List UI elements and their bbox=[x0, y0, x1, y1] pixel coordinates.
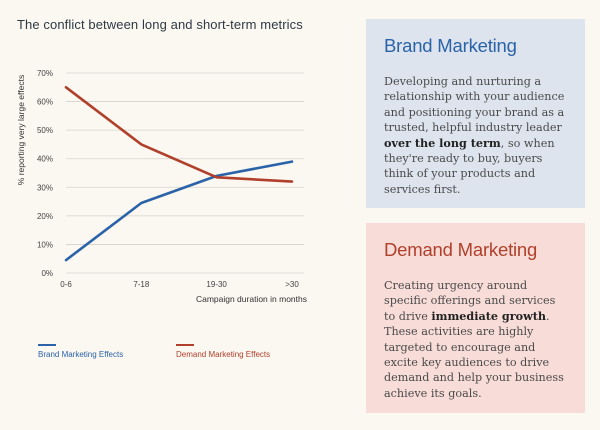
y-tick-label: 30% bbox=[37, 183, 53, 192]
legend-swatch-demand bbox=[176, 344, 194, 346]
y-tick-label: 60% bbox=[37, 98, 53, 107]
legend-swatch-brand bbox=[38, 344, 56, 346]
demand-card-text-bold: immediate growth bbox=[431, 308, 547, 323]
brand-card-heading: Brand Marketing bbox=[384, 35, 517, 56]
legend-item-demand: Demand Marketing Effects bbox=[176, 344, 270, 359]
x-tick-labels: 0-6 7-18 19-30 >30 bbox=[60, 280, 299, 289]
series-line-brand bbox=[64, 160, 294, 262]
x-tick-label: 19-30 bbox=[206, 280, 227, 289]
series-line-demand bbox=[64, 86, 294, 183]
y-tick-label: 0% bbox=[41, 269, 53, 278]
legend-label-demand: Demand Marketing Effects bbox=[176, 350, 271, 359]
legend-item-brand: Brand Marketing Effects bbox=[38, 344, 123, 359]
series-lines bbox=[64, 86, 294, 262]
demand-card-text: Creating urgency around specific offerin… bbox=[384, 278, 567, 401]
legend-label-brand: Brand Marketing Effects bbox=[38, 350, 124, 359]
x-tick-label: >30 bbox=[285, 280, 299, 289]
y-tick-label: 50% bbox=[37, 126, 53, 135]
demand-card-text-end: . These activities are highly targeted t… bbox=[384, 309, 564, 400]
brand-card-text-end: , so when they're ready to buy, buyers t… bbox=[384, 136, 555, 196]
brand-card-text: Developing and nurturing a relationship … bbox=[384, 74, 567, 197]
chart-title: The conflict between long and short-term… bbox=[17, 17, 303, 32]
y-tick-labels: 0% 10% 20% 30% 40% 50% 60% 70% bbox=[37, 69, 53, 278]
gridlines bbox=[66, 72, 304, 274]
brand-card-text-start: Developing and nurturing a relationship … bbox=[384, 75, 565, 135]
line-chart: 0%10%20%30%40%50%60%70% 0-6 7-18 19-30 >30 … bbox=[16, 69, 307, 304]
x-tick-label: 7-18 bbox=[133, 280, 150, 289]
demand-card-heading: Demand Marketing bbox=[384, 239, 538, 260]
y-tick-label: 10% bbox=[37, 240, 53, 249]
x-axis-label: Campaign duration in months bbox=[196, 294, 307, 304]
brand-card-text-bold: over the long term bbox=[384, 135, 501, 150]
brand-marketing-card: Brand Marketing Developing and nurturing… bbox=[366, 19, 585, 208]
demand-marketing-card: Demand Marketing Creating urgency around… bbox=[366, 223, 585, 413]
y-axis-label: % reporting very large effects bbox=[16, 75, 26, 185]
y-tick-label: 40% bbox=[37, 155, 53, 164]
x-tick-label: 0-6 bbox=[60, 280, 72, 289]
y-tick-label: 70% bbox=[37, 69, 53, 78]
demand-card-text-start: Creating urgency around specific offerin… bbox=[384, 279, 556, 323]
y-tick-label: 20% bbox=[37, 212, 53, 221]
